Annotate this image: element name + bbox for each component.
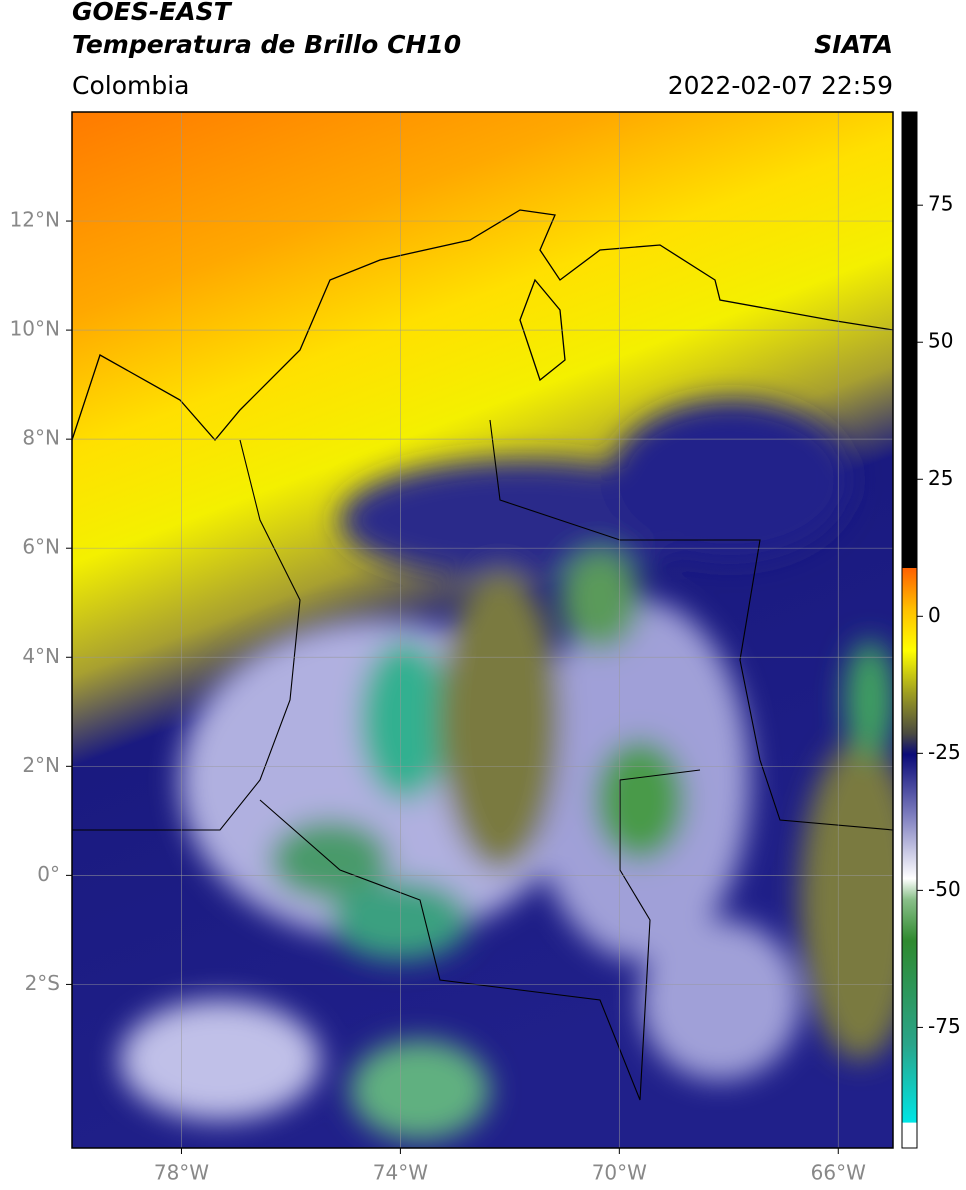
map-frame [71, 111, 894, 1149]
colorbar-tick-label: -50 [928, 877, 961, 901]
region: Colombia [72, 71, 189, 100]
y-tick-label: 12°N [10, 208, 60, 232]
x-tick-label: 78°W [154, 1161, 209, 1185]
y-tick-label: 0° [37, 862, 60, 886]
colorbar-tick-label: 25 [928, 466, 953, 490]
y-tick-label: 6°N [22, 535, 60, 559]
y-tick-label: 8°N [22, 426, 60, 450]
title: GOES-EAST [72, 0, 233, 26]
grid [72, 112, 893, 1148]
y-tick-label: 10°N [10, 317, 60, 341]
colorbar-tick-label: -75 [928, 1014, 961, 1038]
subtitle: Temperatura de Brillo CH10 [72, 30, 461, 59]
colorbar-tick-label: 75 [928, 192, 953, 216]
source: SIATA [814, 30, 893, 59]
datetime: 2022-02-07 22:59 [668, 71, 893, 100]
colorbar-tick-label: 50 [928, 329, 953, 353]
y-tick-label: 2°N [22, 753, 60, 777]
colorbar-tick-label: -25 [928, 740, 961, 764]
colorbar [901, 111, 918, 1149]
satellite-image [72, 112, 893, 1148]
y-tick-label: 2°S [25, 971, 60, 995]
colorbar-tick-label: 0 [928, 603, 941, 627]
x-tick-label: 70°W [592, 1161, 647, 1185]
tick-labels: 78°W 74°W 70°W 66°W 12°N 10°N 8°N 6°N 4°N 2°N 0° 2°… [10, 192, 961, 1185]
x-tick-label: 66°W [811, 1161, 866, 1185]
y-tick-label: 4°N [22, 644, 60, 668]
x-tick-label: 74°W [373, 1161, 428, 1185]
